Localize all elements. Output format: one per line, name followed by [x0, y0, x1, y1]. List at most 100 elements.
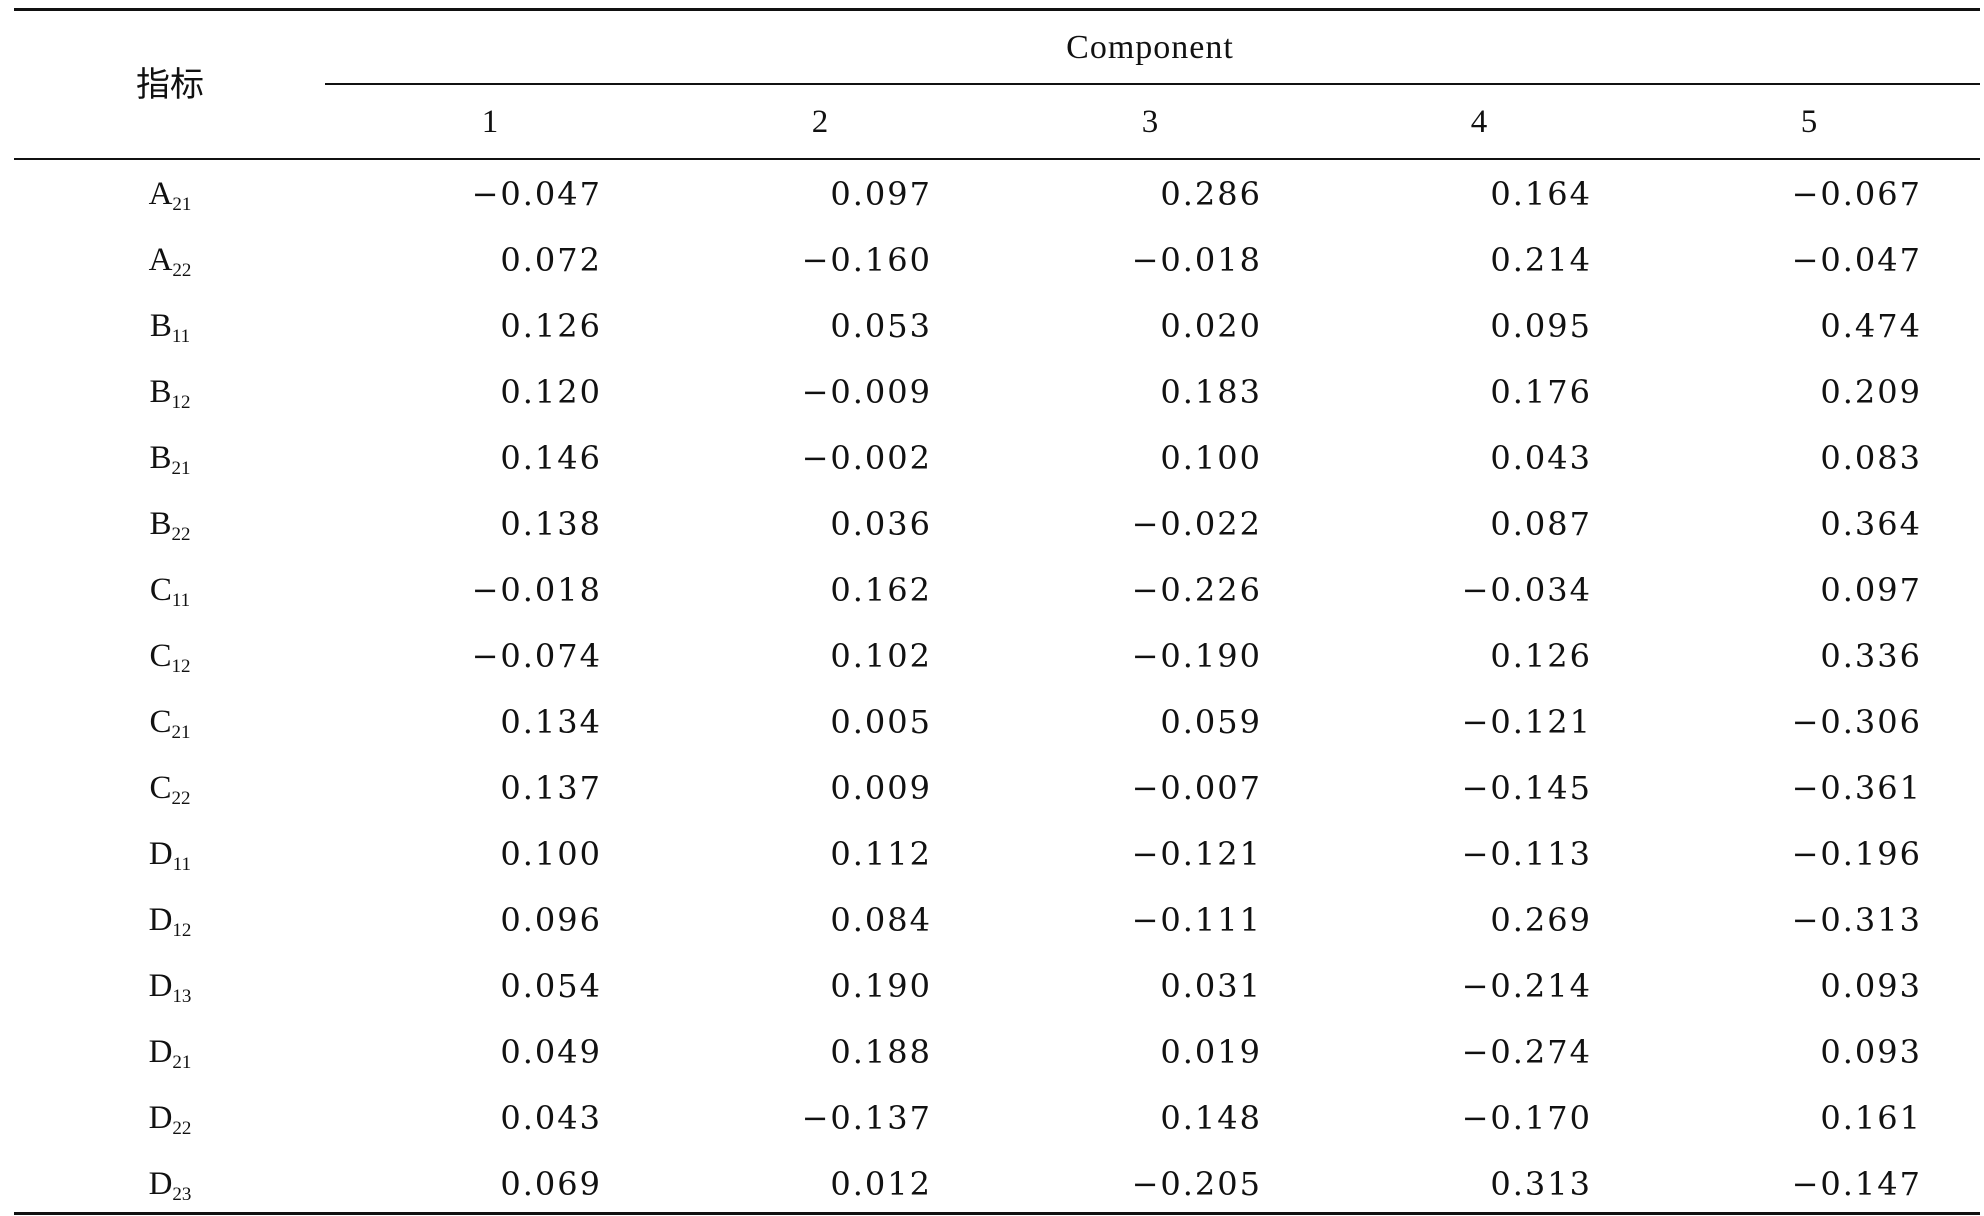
table-cell: 0.043	[500, 1099, 602, 1137]
table-cell: 0.474	[1820, 307, 1922, 345]
table-cell: 0.269	[1490, 901, 1592, 939]
row-label-base: D	[148, 836, 173, 872]
row-label-base: B	[149, 506, 172, 542]
table-cell: −0.196	[1791, 835, 1922, 873]
table-cell: −0.160	[801, 241, 932, 279]
table-cell: 0.183	[1160, 373, 1262, 411]
table-cell: 0.138	[500, 505, 602, 543]
table-cell: −0.190	[1131, 637, 1262, 675]
table-cell: −0.313	[1791, 901, 1922, 939]
table-cell: −0.047	[1791, 241, 1922, 279]
row-label: D22	[110, 1098, 230, 1143]
table-cell: −0.361	[1791, 769, 1922, 807]
row-label: A21	[110, 174, 230, 219]
table-cell: 0.095	[1490, 307, 1592, 345]
table-cell: −0.205	[1131, 1165, 1262, 1203]
row-label: B22	[110, 504, 230, 549]
table-cell: 0.009	[830, 769, 932, 807]
component-column-header: 5	[1800, 104, 1818, 140]
table-cell: −0.018	[1131, 241, 1262, 279]
row-label-base: B	[149, 440, 172, 476]
row-label: C11	[110, 570, 230, 615]
table-cell: 0.164	[1490, 175, 1592, 213]
table-cell: 0.364	[1820, 505, 1922, 543]
row-label: D23	[110, 1164, 230, 1209]
table-cell: 0.120	[500, 373, 602, 411]
row-label-subscript: 22	[172, 260, 192, 281]
table-cell: 0.126	[500, 307, 602, 345]
table-cell: 0.286	[1160, 175, 1262, 213]
row-label-base: B	[149, 374, 172, 410]
table-cell: −0.121	[1461, 703, 1592, 741]
table-top-rule	[14, 8, 1980, 11]
row-label-subscript: 22	[171, 524, 191, 545]
row-label: B11	[110, 306, 230, 351]
table-cell: 0.148	[1160, 1099, 1262, 1137]
row-label-subscript: 22	[172, 1118, 192, 1139]
table-cell: 0.097	[1820, 571, 1922, 609]
row-label-subscript: 12	[171, 656, 191, 677]
table-cell: 0.093	[1820, 1033, 1922, 1071]
row-label: C21	[110, 702, 230, 747]
table-cell: 0.188	[830, 1033, 932, 1071]
row-label: B21	[110, 438, 230, 483]
table-cell: 0.096	[500, 901, 602, 939]
component-column-header: 2	[811, 104, 829, 140]
row-label-subscript: 22	[171, 788, 191, 809]
table-cell: 0.093	[1820, 967, 1922, 1005]
table-cell: 0.162	[830, 571, 932, 609]
table-cell: −0.022	[1131, 505, 1262, 543]
table-cell: 0.126	[1490, 637, 1592, 675]
row-label-base: C	[149, 704, 172, 740]
table-cell: 0.005	[830, 703, 932, 741]
row-label-subscript: 21	[172, 194, 192, 215]
table-cell: −0.145	[1461, 769, 1592, 807]
row-label-subscript: 12	[171, 392, 191, 413]
component-column-header: 3	[1141, 104, 1159, 140]
row-label-subscript: 21	[172, 1052, 192, 1073]
row-label: C22	[110, 768, 230, 813]
row-label-subscript: 23	[172, 1184, 192, 1205]
table-cell: −0.067	[1791, 175, 1922, 213]
table-cell: −0.226	[1131, 571, 1262, 609]
table-cell: 0.072	[500, 241, 602, 279]
row-label-subscript: 11	[171, 590, 191, 611]
row-label-base: A	[148, 242, 173, 278]
table-bottom-rule	[14, 1212, 1980, 1215]
component-column-header: 1	[481, 104, 499, 140]
table-cell: −0.137	[801, 1099, 932, 1137]
table-cell: 0.083	[1820, 439, 1922, 477]
table-cell: −0.170	[1461, 1099, 1592, 1137]
row-label-base: D	[148, 1166, 173, 1202]
table-header-rule	[14, 158, 1980, 160]
table-cell: −0.009	[801, 373, 932, 411]
row-label-base: B	[149, 308, 172, 344]
table-cell: −0.147	[1791, 1165, 1922, 1203]
table-cell: 0.100	[1160, 439, 1262, 477]
table-cell: 0.053	[830, 307, 932, 345]
row-label-subscript: 12	[172, 920, 192, 941]
table-cell: 0.336	[1820, 637, 1922, 675]
component-group-header: Component	[1066, 29, 1234, 66]
row-label: D11	[110, 834, 230, 879]
table-cell: 0.043	[1490, 439, 1592, 477]
row-label-base: D	[148, 1100, 173, 1136]
table-cell: 0.146	[500, 439, 602, 477]
table-cell: −0.047	[471, 175, 602, 213]
table-cell: −0.121	[1131, 835, 1262, 873]
row-label-base: C	[149, 770, 172, 806]
table-cell: −0.074	[471, 637, 602, 675]
table-cell: −0.111	[1131, 901, 1262, 939]
table-cell: 0.031	[1160, 967, 1262, 1005]
row-label-base: C	[149, 638, 172, 674]
table-cell: 0.214	[1490, 241, 1592, 279]
row-label: A22	[110, 240, 230, 285]
row-label-base: D	[148, 902, 173, 938]
row-label: D13	[110, 966, 230, 1011]
component-group-rule	[325, 83, 1980, 85]
row-label-base: D	[148, 1034, 173, 1070]
table-cell: 0.209	[1820, 373, 1922, 411]
table-cell: 0.054	[500, 967, 602, 1005]
row-label-subscript: 11	[171, 326, 191, 347]
row-label: C12	[110, 636, 230, 681]
